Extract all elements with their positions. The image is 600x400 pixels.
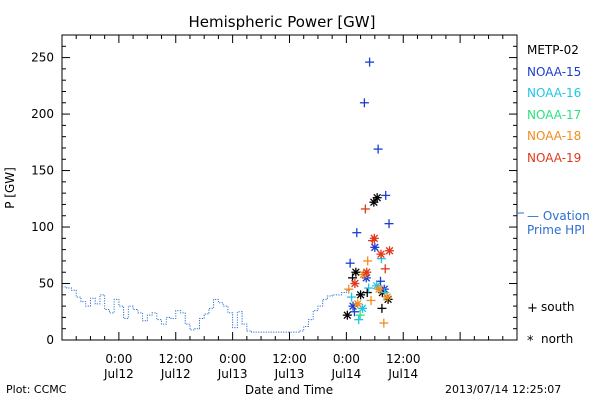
data-point-south [365, 57, 375, 67]
data-point-south [380, 264, 390, 274]
marker-stroke [352, 268, 360, 277]
data-point-north [382, 292, 392, 302]
data-point-north [374, 284, 384, 294]
data-point-south [354, 315, 364, 325]
legend-entry-noaa-16: NOAA-16 [527, 86, 582, 101]
data-point-north [369, 197, 379, 207]
x-tick-date-label: Jul12 [103, 367, 134, 381]
x-axis-ticks: 0:00Jul1212:00Jul120:00Jul1312:00Jul130:… [61, 35, 518, 381]
data-point-south [373, 144, 383, 154]
ovation-series [62, 286, 352, 333]
marker-stroke [370, 234, 379, 243]
data-point-south [379, 318, 389, 328]
ovation-legend-line2: Prime HPI [527, 223, 585, 237]
data-point-south [362, 288, 372, 298]
marker-stroke [343, 311, 352, 319]
data-point-south [381, 190, 391, 200]
x-tick-time-label: 12:00 [272, 352, 307, 366]
data-point-south [376, 276, 385, 286]
marker-stroke [375, 285, 383, 294]
data-point-north [350, 279, 360, 289]
marker-stroke [373, 193, 382, 202]
y-tick-label: 200 [31, 107, 54, 121]
data-point-north [356, 290, 366, 300]
x-tick-date-label: Jul13 [274, 367, 305, 381]
x-tick-date-label: Jul14 [387, 367, 418, 381]
marker-legend-north-symbol: * [527, 334, 534, 349]
marker-stroke [358, 304, 367, 313]
y-tick-label: 250 [31, 51, 54, 65]
legend-entry-metp-02: METP-02 [527, 43, 579, 57]
data-point-north [372, 193, 382, 203]
data-point-south [359, 98, 369, 108]
marker-legend-north-label: north [541, 332, 573, 346]
y-axis-label: P [GW] [3, 167, 17, 209]
legend-entry-noaa-17: NOAA-17 [527, 107, 582, 122]
marker-stroke [372, 281, 381, 290]
marker-stroke [351, 279, 359, 288]
marker-legend-south-label: south [541, 300, 575, 314]
x-tick-time-label: 12:00 [158, 352, 193, 366]
data-point-south [344, 284, 354, 294]
y-axis-ticks: 0 50 100 150 200 250 [31, 34, 517, 347]
data-point-south [363, 256, 373, 266]
x-tick-time-label: 0:00 [333, 352, 360, 366]
marker-stroke [353, 300, 362, 308]
x-tick-time-label: 0:00 [219, 352, 246, 366]
legend-entry-noaa-19: NOAA-19 [527, 151, 582, 165]
data-point-north [362, 267, 372, 277]
data-point-south [349, 307, 359, 317]
y-tick-label: 0 [46, 333, 54, 347]
data-point-north [376, 249, 386, 259]
data-point-south [352, 228, 362, 238]
x-axis-label: Date and Time [245, 383, 333, 397]
marker-legend-south-symbol: + [527, 301, 538, 316]
y-tick-label: 50 [39, 277, 54, 291]
marker-stroke [385, 246, 394, 255]
ovation-hpi-line [62, 286, 352, 333]
x-tick-date-label: Jul14 [331, 367, 362, 381]
x-tick-time-label: 0:00 [105, 352, 132, 366]
ovation-legend-line1: — Ovation [527, 209, 590, 223]
data-point-north [370, 242, 380, 252]
marker-stroke [370, 198, 378, 207]
data-point-north [369, 233, 379, 243]
data-point-north [385, 246, 395, 256]
marker-stroke [383, 293, 391, 301]
y-tick-label: 150 [31, 164, 54, 178]
data-point-south [347, 292, 357, 302]
data-point-south [355, 310, 365, 320]
plot-credit: Plot: CCMC [6, 383, 67, 396]
data-point-north [351, 267, 361, 277]
data-point-south [384, 219, 394, 229]
data-point-south [366, 295, 376, 305]
data-point-south [345, 258, 355, 268]
legend-entry-noaa-15: NOAA-15 [527, 64, 582, 79]
plot-timestamp: 2013/07/14 12:25:07 [445, 383, 562, 396]
data-point-south [364, 283, 374, 293]
y-tick-label: 100 [31, 220, 54, 234]
legend-entry-noaa-18: NOAA-18 [527, 129, 582, 144]
marker-stroke [370, 243, 379, 252]
satellite-points [342, 57, 395, 328]
data-point-north [358, 269, 368, 279]
chart-title: Hemispheric Power [GW] [189, 13, 376, 31]
data-point-south [360, 204, 370, 214]
data-point-south [377, 303, 387, 313]
marker-stroke [362, 268, 371, 277]
data-point-north [353, 299, 363, 309]
plot-frame [61, 34, 518, 341]
x-tick-date-label: Jul12 [160, 367, 191, 381]
x-tick-time-label: 12:00 [386, 352, 421, 366]
marker-stroke [377, 250, 385, 258]
data-point-north [342, 310, 352, 320]
x-tick-date-label: Jul13 [217, 367, 248, 381]
